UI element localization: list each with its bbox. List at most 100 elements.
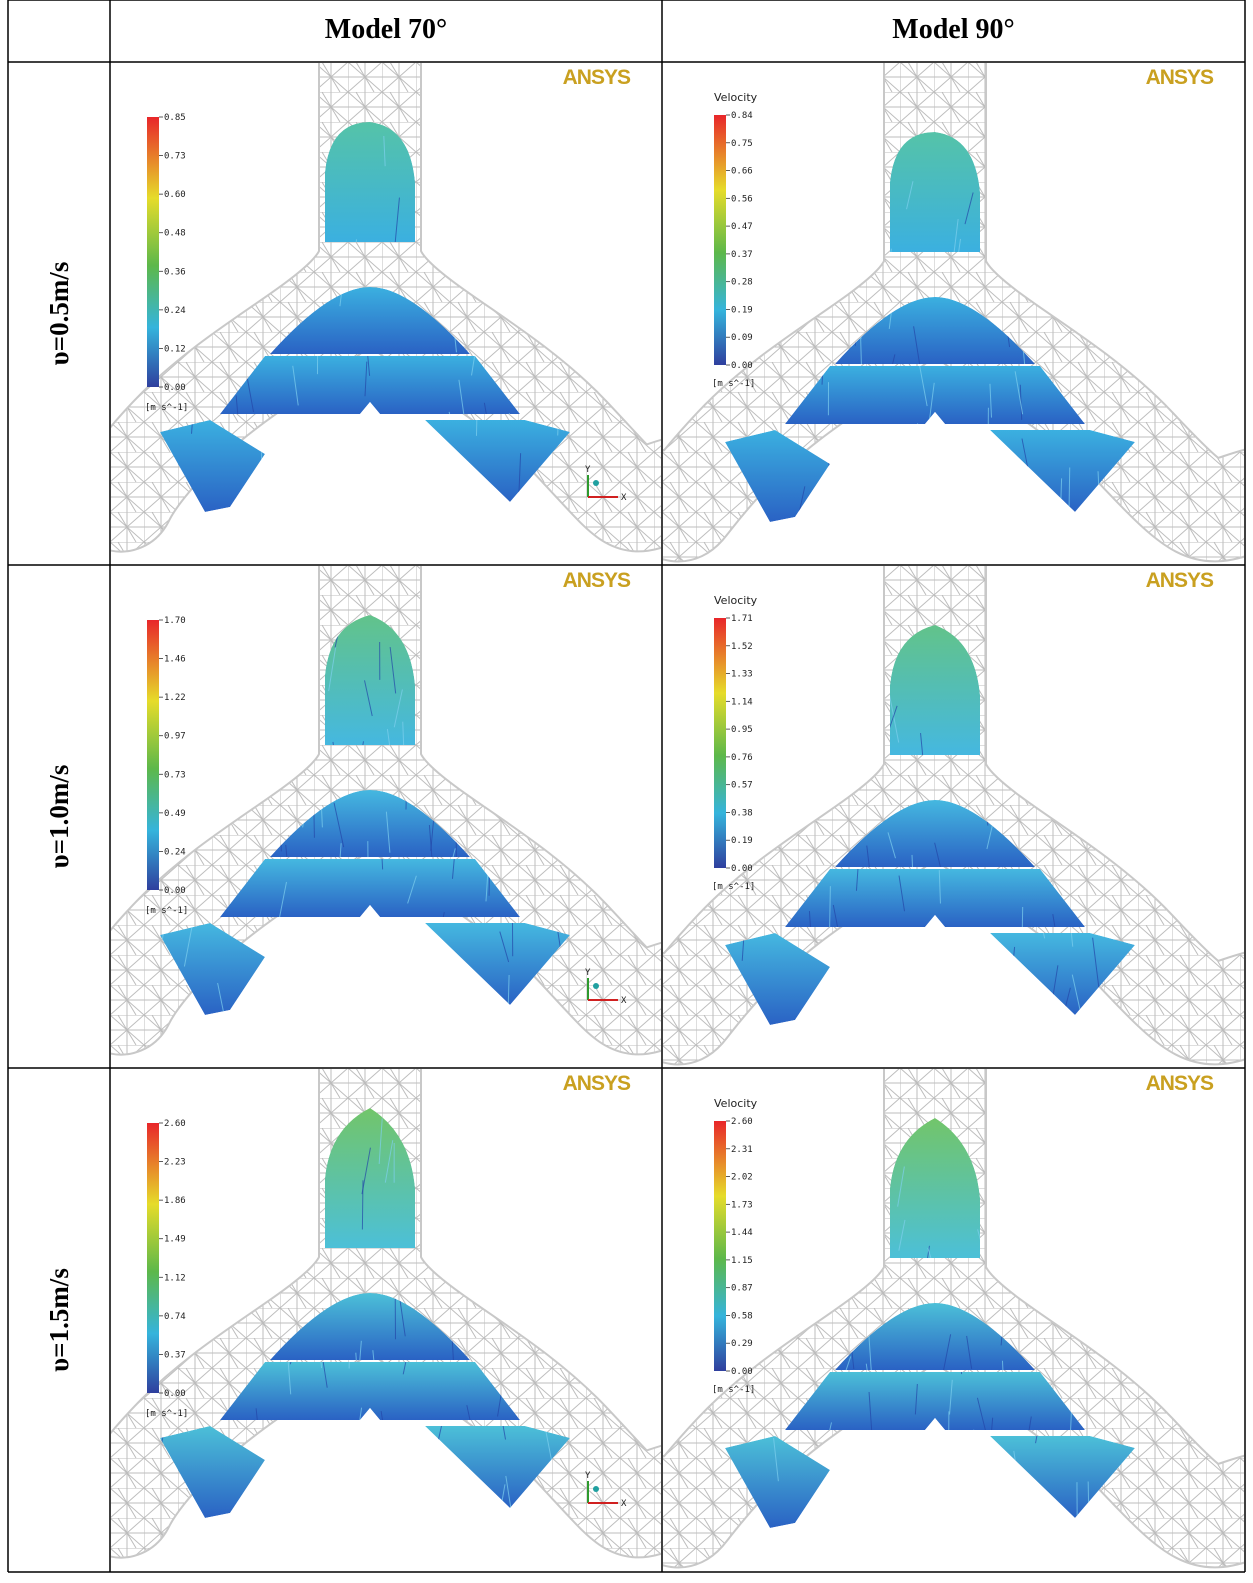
velocity-streak (1114, 1154, 1124, 1206)
velocity-streak (906, 181, 914, 210)
velocity-streak (552, 529, 561, 576)
velocity-streak (1127, 126, 1137, 177)
velocity-streak (550, 507, 557, 554)
velocity-streak (1059, 257, 1069, 303)
velocity-streak (1133, 749, 1136, 783)
velocity-streak (1071, 241, 1075, 285)
velocity-streak (753, 662, 755, 708)
velocity-streak (1143, 763, 1150, 792)
velocity-streak (322, 1533, 323, 1581)
velocity-streak (289, 976, 292, 1027)
velocity-streak (771, 1216, 778, 1253)
velocity-streak (401, 1454, 403, 1503)
velocity-streak (1113, 702, 1118, 746)
velocity-streak (521, 775, 524, 805)
velocity-streak (378, 1457, 382, 1498)
velocity-streak (535, 1244, 544, 1288)
velocity-streak (434, 512, 444, 561)
velocity-streak (899, 1477, 908, 1519)
velocity-streak (190, 510, 192, 564)
velocity-streak (1031, 147, 1035, 182)
velocity-streak (826, 701, 834, 735)
velocity-streak (497, 769, 498, 798)
velocity-streak (976, 1397, 988, 1430)
velocity-streak (831, 1178, 834, 1210)
velocity-streak (938, 870, 941, 904)
velocity-streak (459, 1221, 461, 1268)
velocity-streak (328, 646, 337, 692)
velocity-streak (579, 251, 581, 279)
colorbar-label: 0.73 (164, 770, 186, 780)
ansys-logo: ANSYS (563, 569, 631, 592)
velocity-streak (571, 1252, 580, 1304)
velocity-streak (428, 1176, 430, 1215)
colorbar-label: 1.22 (164, 693, 186, 703)
velocity-streak (801, 1284, 809, 1333)
velocity-streak (839, 1188, 841, 1226)
colorbar-label: 0.00 (164, 1389, 186, 1399)
colorbar-label: 1.49 (164, 1235, 186, 1245)
velocity-streak (246, 376, 255, 413)
velocity-streak (853, 647, 861, 693)
velocity-streak (1119, 212, 1125, 260)
velocity-streak (832, 904, 840, 927)
velocity-streak (843, 222, 849, 262)
velocity-streak (880, 1026, 886, 1062)
velocity-streak (814, 247, 815, 279)
velocity-streak (218, 1241, 224, 1278)
velocity-streak (886, 1548, 891, 1583)
velocity-streak (200, 1308, 205, 1341)
velocity-streak (1140, 231, 1145, 261)
velocity-streak (258, 1506, 259, 1560)
velocity-streak (1119, 243, 1128, 294)
velocity-streak (284, 673, 286, 705)
velocity-streak (446, 1122, 451, 1174)
velocity-streak (832, 743, 840, 785)
velocity-streak (1138, 664, 1144, 704)
velocity-streak (837, 190, 838, 230)
flow-fill (160, 420, 265, 512)
velocity-streak (515, 255, 519, 308)
row-label: υ=0.5m/s (44, 262, 74, 366)
velocity-streak (313, 1017, 315, 1050)
velocity-streak (781, 298, 787, 335)
flow-fill (785, 366, 1085, 424)
velocity-streak (898, 875, 906, 912)
velocity-streak (431, 1486, 439, 1514)
velocity-streak (1047, 793, 1052, 818)
velocity-streak (394, 197, 400, 242)
velocity-streak (868, 1391, 874, 1430)
velocity-streak (203, 648, 205, 676)
velocity-streak (1106, 1540, 1113, 1583)
velocity-streak (1042, 658, 1051, 712)
velocity-streak (202, 1191, 204, 1221)
velocity-streak (487, 224, 491, 260)
velocity-streak (434, 140, 441, 169)
velocity-streak (210, 234, 218, 281)
velocity-streak (896, 987, 901, 1017)
velocity-streak (867, 1327, 873, 1370)
velocity-streak (255, 1408, 261, 1420)
velocity-streak (487, 659, 493, 686)
velocity-streak (796, 1150, 801, 1187)
velocity-streak (297, 484, 305, 519)
velocity-streak (887, 832, 896, 859)
velocity-streak (252, 1167, 261, 1202)
velocity-streak (1064, 207, 1065, 250)
velocity-streak (473, 123, 480, 172)
velocity-streak (216, 1170, 219, 1224)
colorbar-label: 0.29 (731, 1339, 753, 1349)
velocity-streak (229, 706, 239, 753)
velocity-streak (1081, 1184, 1089, 1224)
velocity-streak (437, 1537, 444, 1564)
velocity-streak (448, 199, 451, 250)
velocity-streak (957, 1434, 962, 1488)
velocity-streak (1011, 505, 1015, 548)
velocity-streak (211, 1011, 221, 1062)
velocity-streak (444, 1132, 446, 1161)
velocity-streak (295, 1132, 302, 1168)
velocity-streak (333, 802, 345, 848)
velocity-streak (286, 1437, 289, 1491)
velocity-streak (1030, 1508, 1034, 1542)
velocity-streak (856, 1020, 865, 1049)
